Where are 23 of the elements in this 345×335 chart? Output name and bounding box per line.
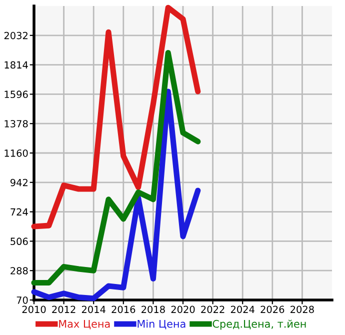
y-tick-label: 70: [16, 296, 28, 304]
y-tick-label: 1160: [4, 149, 28, 157]
x-tick-label: 2022: [201, 306, 224, 314]
y-tick-label: 1596: [4, 90, 28, 98]
y-tick-label: 1378: [4, 120, 28, 128]
x-tick-label: 2010: [22, 306, 46, 314]
x-tick-label: 2016: [112, 306, 136, 314]
x-tick-label: 2028: [290, 306, 314, 314]
y-tick-label: 724: [10, 208, 28, 216]
x-tick-label: 2014: [82, 306, 106, 314]
y-tick-label: 1814: [4, 61, 28, 69]
x-tick-label: 2026: [260, 306, 284, 314]
y-tick-label: 942: [10, 178, 28, 186]
x-tick-label: 2018: [142, 306, 165, 314]
x-tick-label: 2024: [230, 306, 254, 314]
x-tick-label: 2020: [171, 306, 195, 314]
x-tick-label: 2012: [52, 306, 76, 314]
y-tick-label: 506: [10, 238, 28, 246]
legend-label: Min Цена: [138, 320, 186, 330]
y-tick-label: 2032: [4, 32, 28, 40]
y-tick-label: 288: [10, 267, 28, 274]
legend-label: Сред.Цена, т.йен: [212, 320, 306, 330]
legend-label: Max Цена: [59, 320, 110, 330]
